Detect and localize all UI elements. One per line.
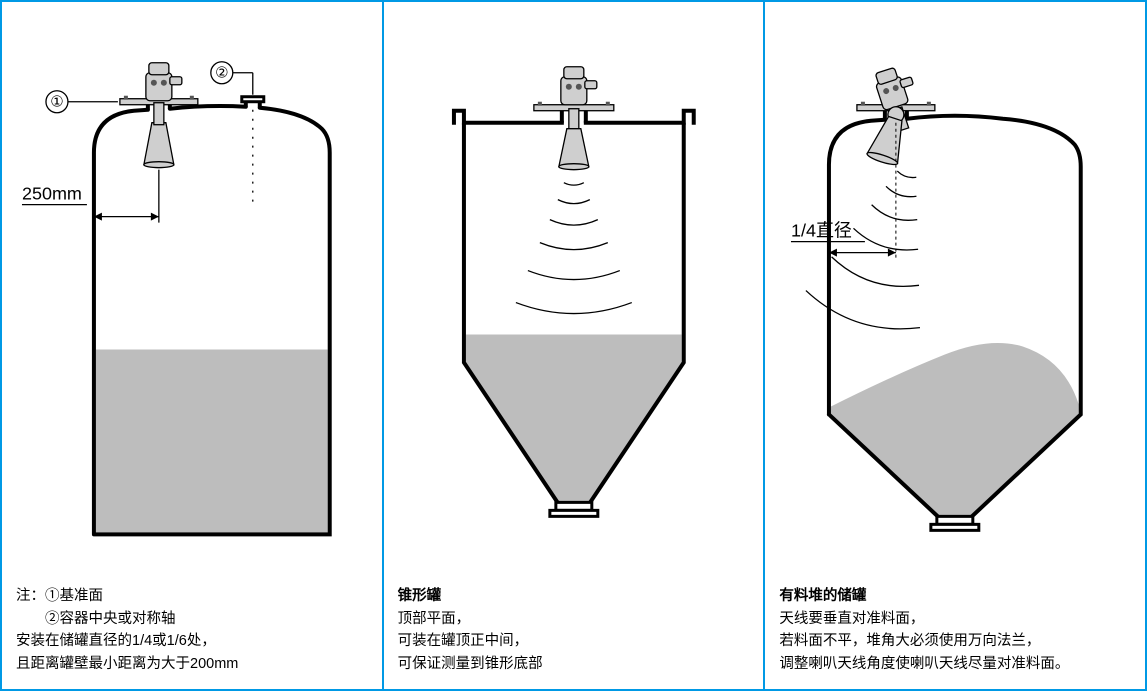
panel-solids-tank: 1/4直径 有料堆的储罐 天线要垂直对准料面， 若料面不平，堆角大必须使用万向法… [765,2,1145,689]
panel2-svg [384,2,764,577]
callout-1: ① [50,94,63,111]
dim-quarter: 1/4直径 [791,221,852,241]
caption-line: 若料面不平，堆角大必须使用万向法兰， [779,630,1131,652]
caption-line: 且距离罐壁最小距离为大于200mm [16,653,368,675]
panel1-svg: ① ② 250mm [2,2,382,577]
wave-arcs [802,156,964,341]
dim-250mm: 250mm [22,184,82,204]
caption-title: 锥形罐 [398,585,750,607]
caption-line: 可装在罐顶正中间， [398,630,750,652]
caption-title: 有料堆的储罐 [779,585,1131,607]
caption-line: 注：①基准面 [16,585,368,607]
panel2-caption: 锥形罐 顶部平面， 可装在罐顶正中间， 可保证测量到锥形底部 [384,577,764,689]
panel3-caption: 有料堆的储罐 天线要垂直对准料面， 若料面不平，堆角大必须使用万向法兰， 调整喇… [765,577,1145,689]
panel1-caption: 注：①基准面 ②容器中央或对称轴 安装在储罐直径的1/4或1/6处， 且距离罐壁… [2,577,382,689]
callout-2: ② [215,65,228,82]
caption-line: ②容器中央或对称轴 [16,608,368,630]
panel-cone-tank: 锥形罐 顶部平面， 可装在罐顶正中间， 可保证测量到锥形底部 [384,2,766,689]
caption-line: 可保证测量到锥形底部 [398,653,750,675]
panel-standard-tank: ① ② 250mm 注：①基准面 ②容器中央或对称轴 安装在储罐直径的1/4或1… [2,2,384,689]
caption-line: 天线要垂直对准料面， [779,608,1131,630]
diagram-container: ① ② 250mm 注：①基准面 ②容器中央或对称轴 安装在储罐直径的1/4或1… [0,0,1147,691]
caption-line: 调整喇叭天线角度使喇叭天线尽量对准料面。 [779,653,1131,675]
panel3-svg: 1/4直径 [765,2,1145,577]
caption-line: 安装在储罐直径的1/4或1/6处， [16,630,368,652]
caption-line: 顶部平面， [398,608,750,630]
